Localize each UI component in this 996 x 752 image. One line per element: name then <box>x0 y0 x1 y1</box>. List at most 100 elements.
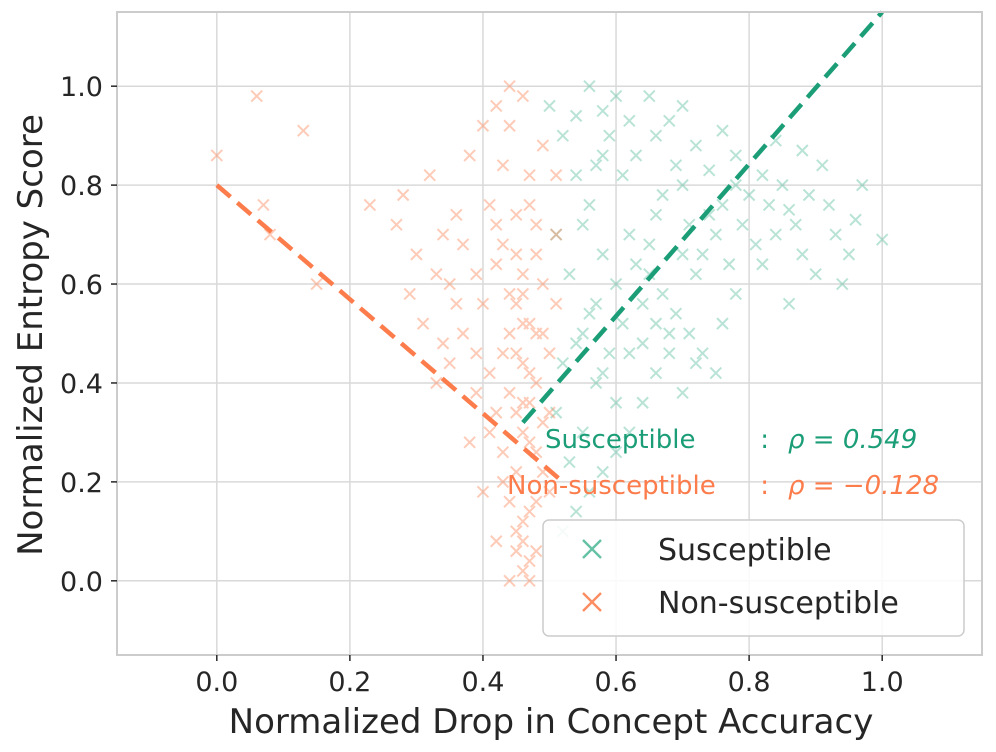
point-marker <box>529 248 543 261</box>
point-marker <box>443 356 456 370</box>
point-marker <box>450 208 463 221</box>
point-marker <box>463 149 476 162</box>
point-marker <box>496 475 510 489</box>
point-marker <box>297 124 310 137</box>
point-marker <box>609 396 623 409</box>
point-marker <box>443 277 456 291</box>
point-marker <box>523 396 536 409</box>
point-marker <box>503 119 516 132</box>
point-marker <box>663 114 676 128</box>
y-tick-labels: 0.0 0.2 0.4 0.6 0.8 1.0 <box>60 72 117 598</box>
point-marker <box>483 426 496 439</box>
point-marker <box>836 277 849 291</box>
point-marker <box>529 327 543 340</box>
point-marker <box>742 188 756 202</box>
point-marker <box>756 258 769 271</box>
point-marker <box>510 248 523 261</box>
point-marker <box>403 287 416 301</box>
point-marker <box>250 89 263 103</box>
annotation-susceptible-label: Susceptible <box>545 425 695 455</box>
point-marker <box>516 396 530 409</box>
point-marker <box>410 248 423 261</box>
point-marker <box>782 297 796 311</box>
point-marker <box>510 465 523 479</box>
legend: Susceptible Non-susceptible <box>542 519 965 637</box>
data-points <box>210 79 889 588</box>
point-marker <box>669 159 683 172</box>
point-marker <box>536 277 550 291</box>
point-marker <box>510 347 523 360</box>
point-marker <box>490 258 503 271</box>
point-marker <box>789 218 802 231</box>
point-marker <box>649 129 663 142</box>
point-marker <box>816 159 829 172</box>
point-marker <box>516 89 530 103</box>
point-marker <box>729 178 743 192</box>
point-marker <box>516 356 530 370</box>
point-marker <box>636 337 649 350</box>
point-marker <box>769 228 782 241</box>
point-marker <box>523 317 536 330</box>
point-marker <box>689 267 703 281</box>
point-marker <box>616 169 629 182</box>
x-tick-label: 0.6 <box>595 667 638 698</box>
point-marker <box>556 129 570 142</box>
point-marker <box>543 99 556 113</box>
grid-lines <box>117 12 982 655</box>
point-marker <box>529 495 543 508</box>
point-marker <box>623 114 636 128</box>
point-marker <box>589 376 603 390</box>
point-marker <box>689 139 703 152</box>
point-marker <box>809 267 822 281</box>
point-marker <box>529 544 543 558</box>
point-marker <box>643 89 656 103</box>
point-marker <box>696 248 709 261</box>
point-marker <box>856 178 869 192</box>
y-tick-label: 0.4 <box>60 369 103 400</box>
point-marker <box>875 233 889 246</box>
y-tick-label: 0.2 <box>60 468 103 499</box>
series-susceptible <box>543 79 889 538</box>
point-marker <box>263 228 277 241</box>
point-marker <box>523 505 536 518</box>
point-marker <box>549 169 563 182</box>
y-axis-title: Normalized Entropy Score <box>11 114 51 556</box>
point-marker <box>716 317 729 330</box>
point-marker <box>503 574 516 588</box>
point-marker <box>529 218 543 231</box>
point-marker <box>523 169 536 182</box>
point-marker <box>736 218 749 231</box>
point-marker <box>516 287 530 301</box>
point-marker <box>523 554 536 568</box>
point-marker <box>456 238 470 251</box>
point-marker <box>510 297 523 311</box>
x-tick-label: 0.0 <box>195 667 238 698</box>
x-tick-label: 0.8 <box>728 667 771 698</box>
point-marker <box>596 465 609 479</box>
point-marker <box>210 149 224 162</box>
point-marker <box>516 515 530 528</box>
point-marker <box>510 406 523 419</box>
annotation-susceptible-sep: : <box>752 425 777 455</box>
point-marker <box>416 317 430 330</box>
point-marker <box>503 495 516 508</box>
trend-line-non-susceptible <box>215 183 565 484</box>
point-marker <box>616 317 629 330</box>
point-marker <box>583 79 596 93</box>
point-marker <box>490 218 503 231</box>
point-marker <box>629 258 643 271</box>
x-tick-label: 0.4 <box>461 667 504 698</box>
point-marker <box>756 169 769 182</box>
point-marker <box>669 307 683 320</box>
point-marker <box>450 297 463 311</box>
point-marker <box>503 386 516 400</box>
legend-marker-susceptible <box>582 539 602 559</box>
point-marker <box>749 238 762 251</box>
point-marker <box>603 129 616 142</box>
point-marker <box>543 485 556 498</box>
point-marker <box>696 347 709 360</box>
point-marker <box>496 347 510 360</box>
point-marker <box>702 164 716 177</box>
annotation-non-susceptible-label: Non-susceptible <box>507 471 716 501</box>
